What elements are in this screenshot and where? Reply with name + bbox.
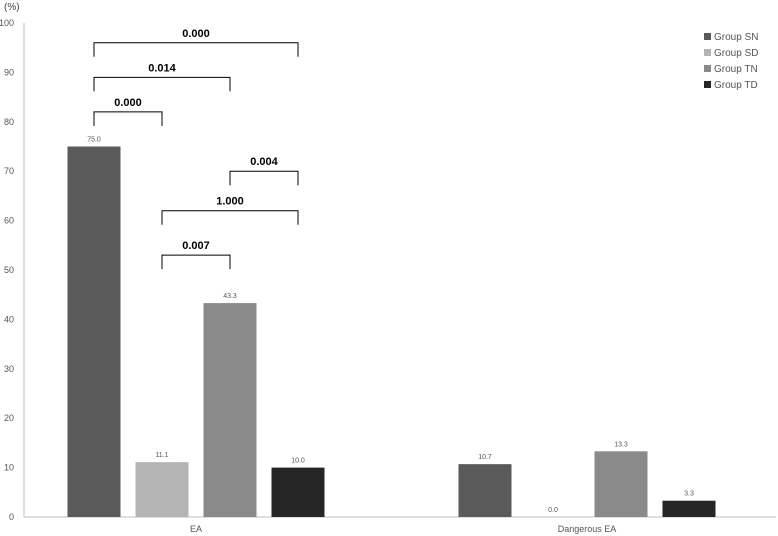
bar [135,462,189,517]
comparison-bracket [93,42,299,57]
y-tick-label: 20 [4,413,14,423]
category-label: EA [190,524,202,534]
y-tick-label: 100 [0,18,14,28]
p-value-label: 0.000 [114,97,142,109]
p-value-label: 1.000 [216,196,244,208]
legend-swatch [704,65,711,72]
bar-value-label: 11.1 [155,452,168,459]
bar [203,303,257,517]
p-value-label: 0.014 [148,62,176,74]
y-tick-label: 40 [4,314,14,324]
bar-value-label: 13.3 [614,441,628,448]
y-tick-label: 50 [4,265,14,275]
legend: Group SN Group SD Group TN Group TD [704,32,758,91]
bar [594,451,648,517]
comparison-bracket [229,170,299,186]
legend-entry: Group TN [714,64,758,75]
legend-swatch [704,49,711,56]
legend-swatch [704,33,711,40]
y-tick-label: 70 [4,166,14,176]
bar-value-label: 0.0 [548,507,558,514]
comparison-bracket [161,254,231,270]
p-value-label: 0.000 [182,28,210,40]
y-tick-label: 30 [4,364,14,374]
category-label: Dangerous EA [558,524,617,534]
bar-value-label: 75.0 [87,137,101,144]
bar [458,464,512,517]
bar [271,467,325,517]
y-tick-label: 10 [4,463,14,473]
legend-entry: Group SN [714,32,758,43]
bar [67,146,121,517]
y-tick-label: 80 [4,117,14,127]
bar-value-label: 43.3 [223,293,237,300]
comparison-bracket [161,210,299,225]
bar-value-label: 3.3 [684,491,694,498]
bar-value-label: 10.7 [478,454,492,461]
legend-swatch [704,81,711,88]
bar [662,500,716,517]
y-tick-labels: 0 10 20 30 40 50 60 70 80 90 100 [0,18,14,522]
legend-entry: Group TD [714,80,758,91]
y-tick-label: 60 [4,216,14,226]
bars [67,146,716,517]
comparison-bracket [93,111,163,126]
category-labels: EA Dangerous EA [190,524,616,534]
bar-value-label: 10.0 [291,458,305,465]
legend-entry: Group SD [714,48,758,59]
y-tick-label: 90 [4,67,14,77]
p-value-label: 0.004 [250,156,278,168]
comparison-brackets: 0.000 0.014 0.000 0.004 1.000 0.007 [93,28,299,270]
y-tick-label: 0 [9,512,14,522]
p-value-label: 0.007 [182,240,210,252]
comparison-bracket [93,76,231,92]
bar-value-labels: 75.0 10.7 11.1 0.0 43.3 13.3 10.0 3.3 [87,137,694,515]
y-unit-label: (%) [4,2,20,13]
